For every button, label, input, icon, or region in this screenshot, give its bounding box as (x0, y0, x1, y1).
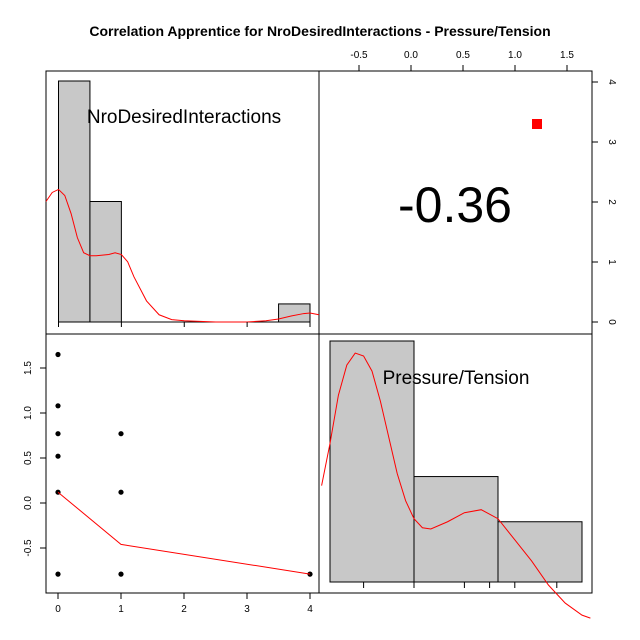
left-axis-label-2: 0.5 (23, 451, 34, 465)
left-axis-label-0: -0.5 (23, 539, 34, 557)
marks-layer (45, 80, 591, 619)
scatter-point-2 (55, 431, 61, 437)
correlation-marker (532, 119, 542, 129)
left-axis-label-3: 1.0 (23, 406, 34, 420)
scatter-point-1 (55, 403, 61, 409)
bottom-axis-label-2: 2 (181, 604, 187, 615)
top-axis-label-1: 0.0 (404, 50, 418, 61)
top-axis-label-3: 1.0 (508, 50, 522, 61)
scatter-point-7 (118, 489, 124, 495)
scatter-fit-line (57, 491, 311, 575)
top-axis-label-2: 0.5 (456, 50, 470, 61)
histogram-y-bar-2 (497, 521, 583, 583)
histogram-y-bar-0 (329, 340, 415, 583)
scatter-point-8 (118, 571, 124, 577)
top-axis-label-0: -0.5 (350, 50, 368, 61)
variable-label-y: Pressure/Tension (383, 368, 530, 389)
top-axis-label-4: 1.5 (560, 50, 574, 61)
variable-label-x: NroDesiredInteractions (87, 107, 281, 128)
histogram-x-density-curve (45, 188, 320, 323)
bottom-axis-label-0: 0 (55, 604, 61, 615)
right-axis-label-3: 3 (606, 139, 617, 145)
histogram-x-bar-0 (58, 80, 91, 323)
correlation-value: -0.36 (398, 177, 512, 233)
scatter-point-0 (55, 351, 61, 358)
left-axis-label-1: 0.0 (23, 496, 34, 510)
panels-layer (45, 70, 593, 594)
right-axis-label-1: 1 (606, 259, 617, 265)
scatter-point-6 (118, 431, 124, 437)
bottom-axis-label-3: 3 (244, 604, 250, 615)
histogram-y-bar-1 (413, 476, 499, 583)
chart-title: Correlation Apprentice for NroDesiredInt… (89, 23, 550, 39)
histogram-x-bar-1 (89, 201, 122, 323)
bottom-axis-label-4: 4 (307, 604, 313, 615)
left-axis-label-4: 1.5 (23, 361, 34, 375)
right-axis-label-4: 4 (606, 79, 617, 85)
panel-frame-br (318, 333, 593, 594)
scatter-point-5 (55, 571, 61, 577)
scatter-point-3 (55, 453, 61, 459)
axes-layer: 0 1 2 3 4 -0.5 0.0 0.5 1.0 1.5 0 1 2 3 4 -0.5 0.0 0.5 1.0 1… (23, 50, 617, 615)
right-axis-label-0: 0 (606, 319, 617, 325)
histogram-y-density-curve (321, 352, 591, 619)
bottom-axis-label-1: 1 (118, 604, 124, 615)
right-axis-label-2: 2 (606, 199, 617, 205)
